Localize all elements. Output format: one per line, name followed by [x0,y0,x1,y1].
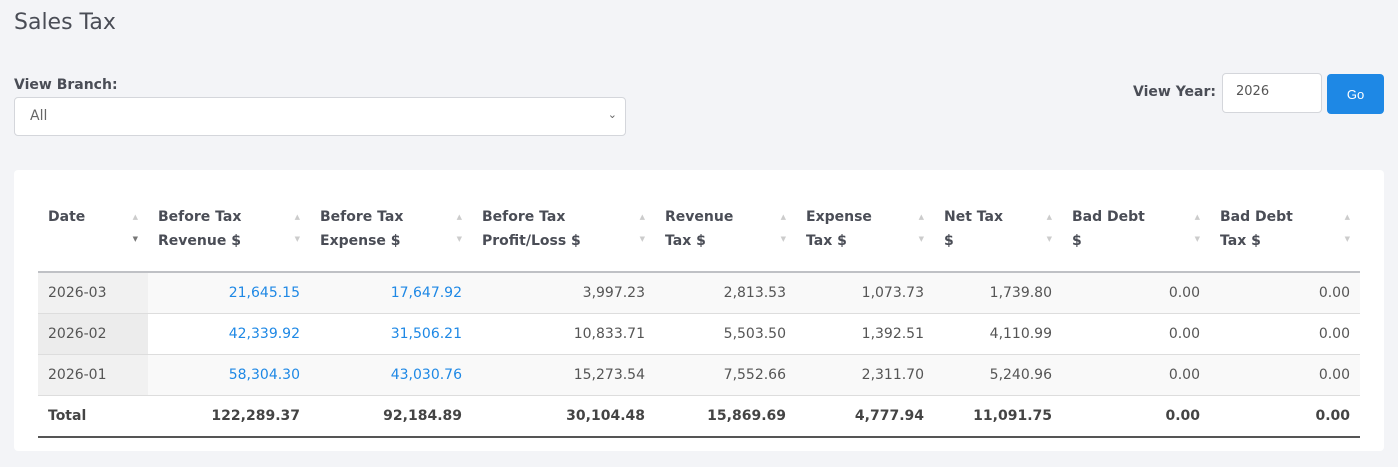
header-line-1: Date [48,209,86,225]
header-line-2: Tax $ [665,233,706,249]
sort-icon: ▲ ▼ [294,213,300,243]
header-line-1: Expense [806,209,872,225]
sort-icon: ▲ ▼ [1046,213,1052,243]
header-line-1: Before Tax [482,209,566,225]
total-cell: 0.00 [1062,395,1210,438]
sort-icon: ▲ ▼ [1344,213,1350,243]
table-cell: 2026-01 [38,354,148,396]
total-cell: 30,104.48 [472,395,655,438]
column-header[interactable]: Expense Tax $ ▲ ▼ [796,194,934,273]
header-line-1: Revenue [665,209,734,225]
table-cell: 2026-02 [38,313,148,355]
column-header[interactable]: Before Tax Revenue $ ▲ ▼ [148,194,310,273]
table-cell: 1,392.51 [796,313,934,355]
table-cell: 4,110.99 [934,313,1062,355]
table-cell: 0.00 [1210,313,1360,355]
header-line-1: Before Tax [158,209,242,225]
sort-icon: ▲ ▼ [918,213,924,243]
table-cell: 17,647.92 [310,272,472,314]
table-row: 2026-02 42,339.92 31,506.21 10,833.71 5,503.… [38,313,1360,355]
sales-tax-card: Date ▲ ▼ Before Tax Revenue $ ▲ ▼ Before Tax Exp… [14,170,1384,451]
header-line-2: Tax $ [806,233,847,249]
table-cell: 42,339.92 [148,313,310,355]
total-cell: Total [38,395,148,438]
column-header[interactable]: Before Tax Expense $ ▲ ▼ [310,194,472,273]
sort-icon: ▲ ▼ [780,213,786,243]
go-button[interactable]: Go [1327,74,1384,114]
table-row: 2026-01 58,304.30 43,030.76 15,273.54 7,552.… [38,354,1360,396]
table-cell: 1,073.73 [796,272,934,314]
total-cell: 122,289.37 [148,395,310,438]
total-cell: 15,869.69 [655,395,796,438]
table-cell: 0.00 [1210,354,1360,396]
table-cell: 0.00 [1062,313,1210,355]
table-cell: 7,552.66 [655,354,796,396]
table-cell: 58,304.30 [148,354,310,396]
header-line-2: $ [1072,233,1082,249]
year-input[interactable]: 2026 [1222,73,1322,113]
column-header[interactable]: Bad Debt Tax $ ▲ ▼ [1210,194,1360,273]
chevron-down-icon: ⌄ [607,108,617,121]
table-cell: 43,030.76 [310,354,472,396]
header-line-2: Revenue $ [158,233,241,249]
table-cell: 2,311.70 [796,354,934,396]
header-line-1: Bad Debt [1220,209,1293,225]
table-cell: 5,240.96 [934,354,1062,396]
amount-link[interactable]: 43,030.76 [390,367,462,383]
column-header[interactable]: Bad Debt $ ▲ ▼ [1062,194,1210,273]
table-cell: 0.00 [1062,272,1210,314]
total-cell: 4,777.94 [796,395,934,438]
amount-link[interactable]: 31,506.21 [390,326,462,342]
column-header[interactable]: Before Tax Profit/Loss $ ▲ ▼ [472,194,655,273]
total-cell: 0.00 [1210,395,1360,438]
table-row: 2026-03 21,645.15 17,647.92 3,997.23 2,813.5… [38,272,1360,314]
header-line-2: $ [944,233,954,249]
branch-select[interactable]: All ⌄ [14,97,626,136]
table-cell: 21,645.15 [148,272,310,314]
header-line-2: Profit/Loss $ [482,233,581,249]
table-cell: 15,273.54 [472,354,655,396]
table-cell: 10,833.71 [472,313,655,355]
table-cell: 1,739.80 [934,272,1062,314]
table-cell: 0.00 [1062,354,1210,396]
sort-icon: ▲ ▼ [1194,213,1200,243]
amount-link[interactable]: 42,339.92 [228,326,300,342]
header-line-1: Before Tax [320,209,404,225]
header-line-1: Net Tax [944,209,1004,225]
total-cell: 92,184.89 [310,395,472,438]
total-cell: 11,091.75 [934,395,1062,438]
amount-link[interactable]: 17,647.92 [390,285,462,301]
sales-tax-table: Date ▲ ▼ Before Tax Revenue $ ▲ ▼ Before Tax Exp… [38,194,1360,438]
header-line-2: Tax $ [1220,233,1261,249]
table-cell: 5,503.50 [655,313,796,355]
sort-icon: ▲ ▼ [639,213,645,243]
table-cell: 0.00 [1210,272,1360,314]
year-label: View Year: [1133,84,1216,100]
table-cell: 2026-03 [38,272,148,314]
table-cell: 2,813.53 [655,272,796,314]
column-header[interactable]: Revenue Tax $ ▲ ▼ [655,194,796,273]
sort-icon: ▲ ▼ [132,213,138,243]
page-title: Sales Tax [14,10,116,35]
column-header[interactable]: Net Tax $ ▲ ▼ [934,194,1062,273]
amount-link[interactable]: 21,645.15 [228,285,300,301]
table-cell: 31,506.21 [310,313,472,355]
header-line-1: Bad Debt [1072,209,1145,225]
amount-link[interactable]: 58,304.30 [228,367,300,383]
table-cell: 3,997.23 [472,272,655,314]
column-header[interactable]: Date ▲ ▼ [38,194,148,273]
branch-value: All [30,108,48,124]
header-line-2: Expense $ [320,233,401,249]
total-row: Total 122,289.37 92,184.89 30,104.48 15,869.… [38,395,1360,438]
branch-label: View Branch: [14,77,118,93]
sort-icon: ▲ ▼ [456,213,462,243]
